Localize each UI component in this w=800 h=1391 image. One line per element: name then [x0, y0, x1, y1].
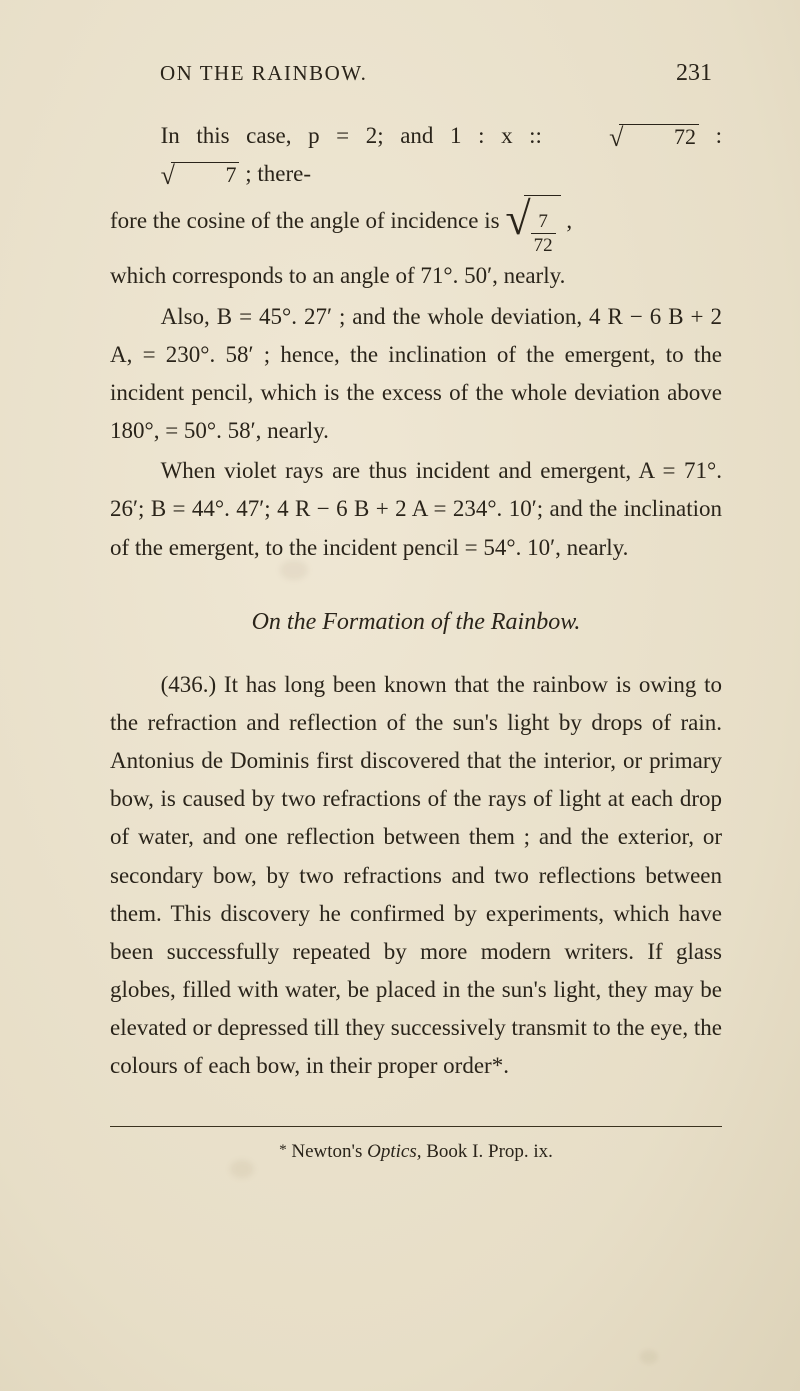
radical-sign: √: [559, 125, 624, 151]
text-run: fore the cosine of the angle of incidenc…: [110, 208, 505, 233]
fraction-bar: [531, 233, 556, 234]
footnote-text: Newton's: [287, 1141, 367, 1162]
section-title: On the Formation of the Rainbow.: [110, 609, 722, 636]
sqrt-fraction: √ 7 72: [505, 195, 560, 255]
body-para: In this case, p = 2; and 1 : x :: √ 72 :…: [110, 117, 722, 193]
body-para: which corresponds to an angle of 71°. 50…: [110, 257, 722, 295]
radicand: 7: [171, 162, 240, 187]
body-para: (436.) It has long been known that the r…: [110, 666, 722, 1086]
radicand: 72: [619, 124, 699, 149]
foxing-stain: [230, 1160, 254, 1178]
numerator: 7: [535, 212, 551, 231]
body-para: When violet rays are thus incident and e…: [110, 452, 722, 567]
footnote-marker: *: [279, 1141, 287, 1158]
running-head: ON THE RAINBOW. 231: [160, 60, 712, 87]
footnote: * Newton's Optics, Book I. Prop. ix.: [110, 1141, 722, 1163]
body-para: fore the cosine of the angle of incidenc…: [110, 195, 722, 255]
sqrt-72: √ 72: [559, 124, 699, 150]
page: ON THE RAINBOW. 231 In this case, p = 2;…: [0, 0, 800, 1391]
text-run: :: [716, 123, 722, 148]
text-run: ,: [566, 208, 572, 233]
denominator: 72: [531, 236, 556, 255]
body-para: Also, B = 45°. 27′ ; and the whole devia…: [110, 298, 722, 451]
radical-sign: √: [505, 199, 530, 239]
page-number: 231: [676, 60, 712, 87]
footnote-rule: [110, 1126, 722, 1127]
text-run: In this case, p = 2; and 1 : x ::: [161, 123, 559, 148]
sqrt-7: √ 7: [110, 162, 239, 188]
footnote-italic: Optics,: [367, 1141, 421, 1162]
radical-sign: √: [110, 163, 175, 189]
text-run: ; there-: [245, 161, 311, 186]
fraction-7-72: 7 72: [531, 212, 556, 255]
foxing-stain: [640, 1350, 658, 1364]
footnote-text: Book I. Prop. ix.: [422, 1141, 553, 1162]
running-title: ON THE RAINBOW.: [160, 61, 367, 86]
